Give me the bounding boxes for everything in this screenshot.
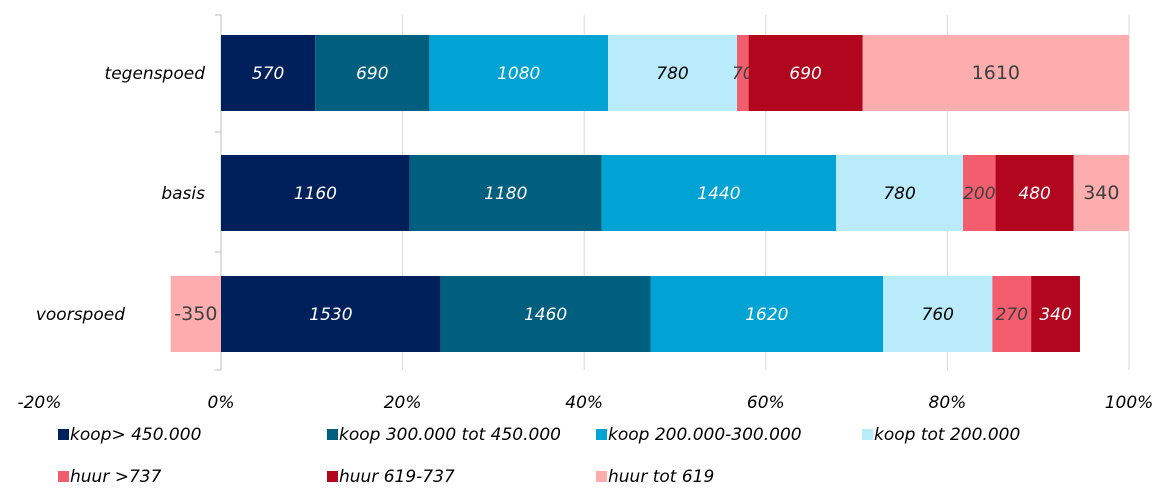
- category-label: basis: [161, 184, 205, 204]
- x-tick-label: 100%: [1105, 393, 1154, 413]
- x-tick-label: 20%: [384, 393, 422, 413]
- legend-swatch: [327, 471, 338, 482]
- category-label: voorspoed: [36, 305, 125, 325]
- legend-swatch: [58, 429, 69, 440]
- legend-swatch: [862, 429, 873, 440]
- legend-label: huur >737: [70, 467, 162, 487]
- data-label: 690: [356, 64, 388, 84]
- category-label: tegenspoed: [105, 64, 206, 84]
- data-label: 1160: [294, 184, 337, 204]
- legend-label: koop 200.000-300.000: [608, 425, 802, 445]
- data-label: 1620: [745, 305, 788, 325]
- data-label: 1180: [484, 184, 527, 204]
- data-label: 1610: [972, 62, 1020, 84]
- legend-swatch: [596, 471, 607, 482]
- data-label: 1440: [697, 184, 740, 204]
- legend-label: huur tot 619: [608, 467, 714, 487]
- data-label: 270: [996, 305, 1028, 325]
- data-label: 480: [1018, 184, 1050, 204]
- data-label: 200: [963, 184, 995, 204]
- legend-label: koop 300.000 tot 450.000: [339, 425, 561, 445]
- data-label: 780: [656, 64, 688, 84]
- x-tick-label: 0%: [208, 393, 235, 413]
- data-label: 1460: [524, 305, 567, 325]
- legend-label: huur 619-737: [339, 467, 455, 487]
- legend-swatch: [596, 429, 607, 440]
- data-label: 340: [1039, 305, 1071, 325]
- legend-label: koop tot 200.000: [874, 425, 1020, 445]
- data-label: 760: [922, 305, 954, 325]
- data-label: 690: [789, 64, 821, 84]
- legend-label: koop> 450.000: [70, 425, 201, 445]
- x-tick-label: 60%: [747, 393, 785, 413]
- data-label: 1530: [309, 305, 352, 325]
- data-label: 780: [883, 184, 915, 204]
- legend-swatch: [327, 429, 338, 440]
- data-label: -350: [174, 303, 217, 325]
- data-label: 570: [252, 64, 284, 84]
- x-tick-label: 40%: [565, 393, 603, 413]
- data-label: 1080: [497, 64, 540, 84]
- x-tick-label: 80%: [929, 393, 967, 413]
- x-tick-label: -20%: [17, 393, 61, 413]
- legend-swatch: [58, 471, 69, 482]
- data-label: 340: [1083, 182, 1119, 204]
